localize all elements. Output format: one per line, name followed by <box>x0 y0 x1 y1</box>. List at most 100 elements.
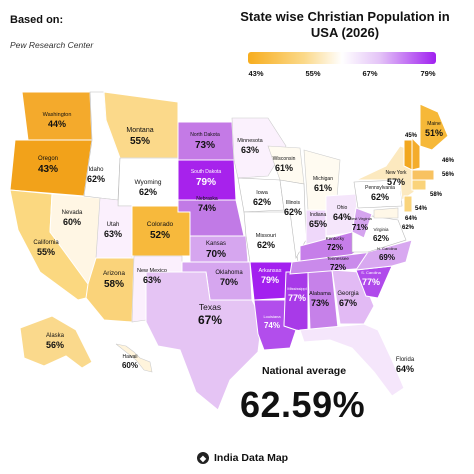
state-name-label: Arkansas <box>259 268 282 274</box>
title-line-1: State wise Christian Population in <box>240 9 450 24</box>
state-value-label: 62% <box>139 187 157 197</box>
state-value-label: 63% <box>143 275 161 285</box>
state-value-label: 74% <box>264 321 280 330</box>
brand-logo-icon: ◆ <box>197 452 209 464</box>
state-name-label: Missouri <box>256 233 276 239</box>
state-name-label: Michigan <box>313 176 333 182</box>
state-name-label: Georgia <box>337 291 359 297</box>
small-state-value: 46% <box>442 158 455 164</box>
state-value-label: 73% <box>195 140 215 151</box>
state-name-label: Maine <box>427 121 441 127</box>
brand-name: India Data Map <box>214 452 289 464</box>
small-state-value: 64% <box>405 216 418 222</box>
state-name-label: N. Carolina <box>377 246 398 251</box>
state-value-label: 79% <box>261 275 279 285</box>
state-name-label: Pennsylvania <box>365 185 395 191</box>
state-name-label: Indiana <box>310 212 327 218</box>
state-name-label: South Dakota <box>191 169 222 175</box>
state-name-label: Idaho <box>88 167 104 173</box>
state-maryland <box>373 207 399 219</box>
state-name-label: Louisiana <box>263 314 281 319</box>
state-name-label: Utah <box>107 222 120 228</box>
scale-tick: 55% <box>305 69 321 78</box>
state-value-label: 51% <box>425 128 443 138</box>
state-north-carolina <box>354 239 413 271</box>
state-vermont <box>403 139 413 171</box>
state-name-label: Minnesota <box>237 138 263 144</box>
state-value-label: 44% <box>48 119 66 129</box>
title-line-2: USA (2026) <box>310 25 380 40</box>
state-value-label: 62% <box>87 174 105 184</box>
state-value-label: 67% <box>339 298 357 308</box>
state-value-label: 61% <box>314 183 332 193</box>
state-new-jersey <box>403 195 413 213</box>
state-alaska <box>19 315 93 369</box>
state-name-label: Kansas <box>206 241 226 247</box>
state-hawaii <box>115 343 153 373</box>
state-name-label: S. Carolina <box>361 270 382 275</box>
state-name-label: North Dakota <box>190 132 220 138</box>
state-value-label: 55% <box>37 247 55 257</box>
state-value-label: 72% <box>330 263 346 272</box>
state-texas <box>145 271 263 411</box>
state-name-label: Illinois <box>286 200 300 206</box>
state-label-layer: Washington44%Oregon43%California55%Nevad… <box>33 112 443 374</box>
state-utah <box>95 197 133 259</box>
state-value-label: 56% <box>46 340 64 350</box>
state-name-label: Oregon <box>38 156 58 162</box>
state-connecticut <box>411 179 427 191</box>
state-name-label: Mississippi <box>287 286 306 291</box>
state-minnesota <box>231 117 287 179</box>
national-average-value: 62.59% <box>240 384 366 425</box>
state-illinois <box>279 179 307 259</box>
state-pennsylvania <box>353 179 403 209</box>
state-name-label: Oklahoma <box>215 270 243 276</box>
state-new-hampshire <box>411 136 421 171</box>
state-name-label: Arizona <box>103 270 125 277</box>
state-value-label: 65% <box>309 219 327 229</box>
scale-tick: 43% <box>248 69 264 78</box>
state-value-label: 43% <box>38 164 58 175</box>
state-value-label: 67% <box>198 313 222 327</box>
state-value-label: 58% <box>104 279 124 290</box>
small-state-value: 56% <box>442 172 455 178</box>
state-value-label: 77% <box>288 293 306 303</box>
state-arizona <box>85 257 135 323</box>
state-name-label: West Virginia <box>348 216 372 221</box>
state-value-label: 70% <box>206 249 226 260</box>
state-name-label: Montana <box>126 127 153 134</box>
state-florida <box>299 323 405 397</box>
state-value-label: 74% <box>198 203 216 213</box>
map-title: State wise Christian Population in USA (… <box>230 9 460 41</box>
state-value-label: 72% <box>327 243 343 252</box>
small-state-value: 45% <box>405 133 418 139</box>
state-name-label: Tennessee <box>327 256 349 261</box>
state-name-label: New Mexico <box>137 268 167 274</box>
state-value-label: 73% <box>311 298 329 308</box>
state-value-label: 70% <box>220 277 238 287</box>
state-value-label: 62% <box>373 234 389 243</box>
source-label: Based on: <box>10 14 64 26</box>
state-value-label: 63% <box>104 229 122 239</box>
scale-tick: 67% <box>362 69 378 78</box>
state-name-label: Kentucky <box>326 236 345 241</box>
scale-tick: 79% <box>420 69 436 78</box>
state-name-label: Alaska <box>46 333 65 339</box>
color-scale-bar <box>248 52 436 64</box>
state-value-label: 60% <box>122 361 138 370</box>
state-name-label: Nevada <box>62 210 83 216</box>
state-value-label: 64% <box>396 364 414 374</box>
state-value-label: 62% <box>371 192 389 202</box>
state-name-label: New York <box>385 170 407 176</box>
state-value-label: 62% <box>253 197 271 207</box>
state-value-label: 62% <box>284 207 302 217</box>
state-name-label: Washington <box>43 112 72 118</box>
state-massachusetts <box>411 169 435 181</box>
state-name-label: Nebraska <box>196 196 218 202</box>
small-state-value: 62% <box>402 225 415 231</box>
state-value-label: 52% <box>150 230 170 241</box>
state-name-label: Hawaii <box>122 354 137 360</box>
state-west-virginia <box>351 207 373 239</box>
state-value-label: 79% <box>196 177 216 188</box>
